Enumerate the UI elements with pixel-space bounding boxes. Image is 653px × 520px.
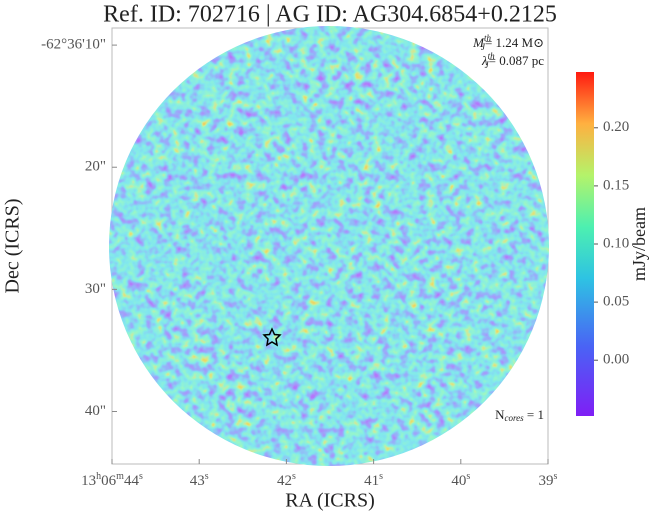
annotation-text: = 0.087 pc: [489, 53, 545, 68]
annotation-sub: J: [481, 42, 486, 52]
colorbar-tick-label: 0.20: [603, 119, 629, 135]
x-tick-label: 13h06m44s: [81, 471, 143, 490]
annotation: Mth J= 1.24 M⊙: [472, 33, 544, 52]
annotation-symbol: N: [495, 407, 505, 422]
annotation-sub: J: [485, 60, 490, 70]
colorbar-tick-label: 0.10: [603, 235, 629, 251]
x-tick-label: 40s: [451, 471, 470, 490]
x-tick-label: 39s: [539, 471, 558, 490]
annotation-sub: cores: [504, 413, 524, 423]
annotation: λth J= 0.087 pc: [481, 51, 544, 70]
colorbar-tick-label: 0.05: [603, 294, 629, 310]
core-marker: [262, 327, 282, 347]
x-tick-label: 42s: [277, 471, 296, 490]
colorbar-tick-label: 0.15: [603, 177, 629, 193]
y-tick-label: 30": [85, 281, 106, 297]
x-axis-label: RA (ICRS): [285, 490, 374, 512]
colorbar-tick-label: 0.00: [603, 352, 629, 368]
chart-title: Ref. ID: 702716 | AG ID: AG304.6854+0.21…: [103, 2, 557, 28]
annotation-text: = 1.24 M⊙: [485, 35, 544, 50]
x-tick-label: 43s: [190, 471, 209, 490]
y-tick-label: 40": [85, 403, 106, 419]
annotation: Ncores = 1: [495, 407, 544, 423]
annotation-text: = 1: [524, 407, 544, 422]
y-tick-label: 20": [85, 159, 106, 175]
annotation-sup: th: [484, 33, 492, 43]
colorbar: [576, 72, 594, 416]
emission-map: [109, 26, 549, 466]
annotation-sup: th: [488, 51, 496, 61]
y-axis-label: Dec (ICRS): [2, 199, 24, 294]
annotation-symbol: M: [472, 35, 485, 50]
x-tick-label: 41s: [364, 471, 383, 490]
annotation-symbol: λ: [481, 53, 488, 68]
colorbar-label: mJy/beam: [629, 207, 649, 281]
y-tick-label: -62°36'10": [41, 37, 106, 53]
